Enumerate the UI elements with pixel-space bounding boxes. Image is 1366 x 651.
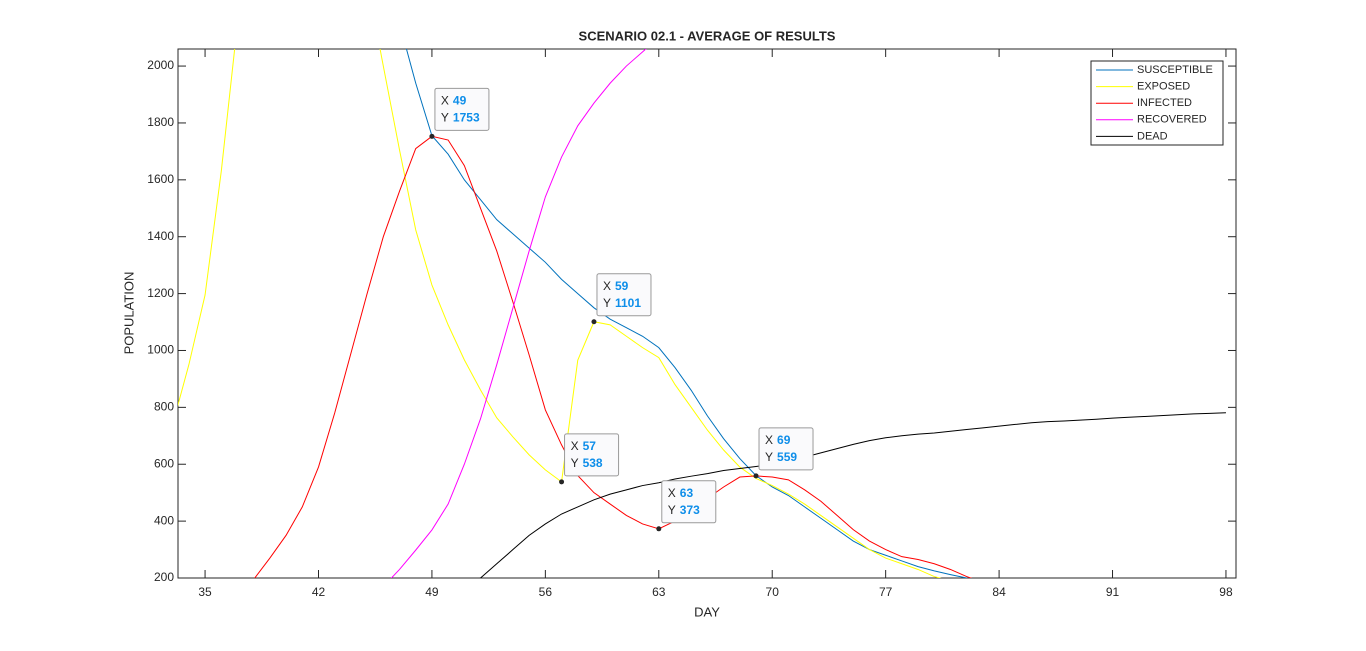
y-tick-label: 1000 bbox=[147, 343, 174, 357]
y-tick-label: 2000 bbox=[147, 58, 174, 72]
x-tick-label: 70 bbox=[766, 585, 780, 599]
series-line bbox=[405, 49, 970, 578]
y-tick-label: 400 bbox=[154, 513, 174, 527]
x-tick-label: 49 bbox=[425, 585, 439, 599]
x-tick-label: 63 bbox=[652, 585, 666, 599]
datatip-y-value: 1753 bbox=[453, 110, 480, 124]
datatip-x-value: 59 bbox=[615, 279, 629, 293]
datatip-y-label: Y bbox=[571, 456, 579, 470]
legend-label: EXPOSED bbox=[1137, 81, 1190, 93]
series-line bbox=[178, 49, 942, 578]
y-tick-label: 1600 bbox=[147, 172, 174, 186]
datatip-box bbox=[758, 427, 814, 471]
legend-label: INFECTED bbox=[1137, 97, 1192, 109]
legend-label: RECOVERED bbox=[1137, 114, 1207, 126]
datatip-y-value: 559 bbox=[777, 450, 797, 464]
datatip-marker bbox=[591, 319, 597, 325]
x-tick-label: 35 bbox=[198, 585, 212, 599]
datatip-x-value: 63 bbox=[680, 486, 694, 500]
datatip-box bbox=[661, 480, 717, 524]
y-axis-label: POPULATION bbox=[121, 272, 136, 355]
y-tick-label: 1800 bbox=[147, 115, 174, 129]
x-tick-label: 56 bbox=[539, 585, 553, 599]
chart-title: SCENARIO 02.1 - AVERAGE OF RESULTS bbox=[579, 28, 836, 43]
datatip-marker bbox=[753, 473, 759, 479]
datatip-y-value: 1101 bbox=[615, 296, 641, 310]
datatip-box bbox=[596, 273, 652, 317]
y-tick-label: 1200 bbox=[147, 286, 174, 300]
y-tick-label: 800 bbox=[154, 400, 174, 414]
datatip-x-label: X bbox=[441, 93, 449, 107]
datatip-x-label: X bbox=[571, 439, 579, 453]
datatip-marker bbox=[429, 133, 435, 139]
datatip-x-value: 57 bbox=[583, 439, 597, 453]
x-tick-label: 84 bbox=[992, 585, 1006, 599]
y-tick-label: 600 bbox=[154, 456, 174, 470]
datatip-marker bbox=[656, 526, 662, 532]
x-tick-label: 77 bbox=[879, 585, 893, 599]
datatip-x-label: X bbox=[668, 486, 676, 500]
datatip-y-value: 538 bbox=[583, 456, 603, 470]
datatip-y-label: Y bbox=[441, 110, 449, 124]
datatip-x-value: 49 bbox=[453, 93, 467, 107]
x-axis-label: DAY bbox=[694, 604, 720, 619]
datatip-y-label: Y bbox=[668, 503, 676, 517]
x-tick-label: 91 bbox=[1106, 585, 1120, 599]
x-tick-label: 98 bbox=[1219, 585, 1233, 599]
datatip-x-value: 69 bbox=[777, 433, 791, 447]
datatip-y-label: Y bbox=[765, 450, 773, 464]
datatip-marker bbox=[559, 479, 565, 485]
legend-label: SUSCEPTIBLE bbox=[1137, 64, 1213, 76]
legend-label: DEAD bbox=[1137, 130, 1168, 142]
datatip-box bbox=[564, 433, 620, 477]
datatip-x-label: X bbox=[603, 279, 611, 293]
datatip-x-label: X bbox=[765, 433, 773, 447]
series-line bbox=[479, 412, 1226, 578]
y-tick-label: 200 bbox=[154, 570, 174, 584]
datatip-y-label: Y bbox=[603, 296, 611, 310]
datatip-box bbox=[434, 87, 490, 131]
y-tick-label: 1400 bbox=[147, 229, 174, 243]
x-tick-label: 42 bbox=[312, 585, 326, 599]
datatip-y-value: 373 bbox=[680, 503, 700, 517]
